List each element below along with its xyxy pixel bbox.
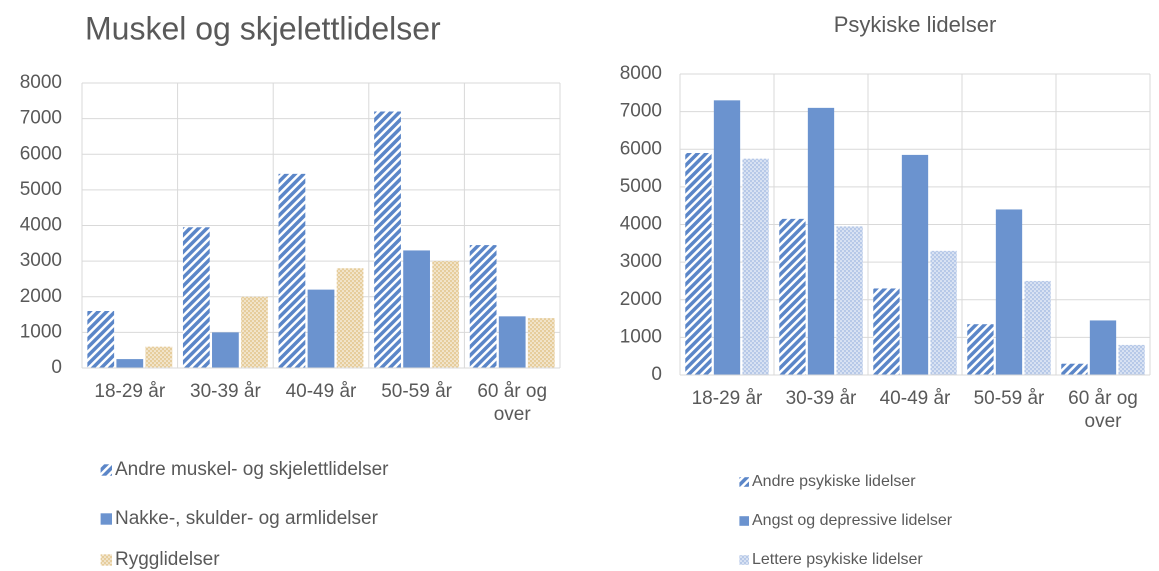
y-tick-label: 5000 bbox=[620, 176, 662, 197]
y-tick-label: 6000 bbox=[620, 138, 662, 159]
y-tick-label: 3000 bbox=[620, 251, 662, 272]
y-tick-label: 2000 bbox=[620, 289, 662, 310]
legend-label: Nakke-, skulder- og armlidelser bbox=[115, 508, 379, 529]
legend-swatch bbox=[100, 464, 112, 476]
chart-title: Muskel og skjelettlidelser bbox=[85, 10, 441, 46]
bar bbox=[278, 173, 306, 368]
x-tick-label: 50-59 år bbox=[973, 388, 1045, 409]
bar bbox=[685, 153, 712, 375]
x-tick-label: 60 år og over bbox=[1068, 388, 1138, 432]
bar bbox=[145, 346, 173, 368]
bar bbox=[1061, 363, 1088, 375]
x-tick-label: 40-49 år bbox=[879, 388, 951, 409]
bar bbox=[87, 311, 115, 368]
bar bbox=[995, 209, 1023, 375]
x-tick-label: 30-39 år bbox=[190, 381, 261, 402]
legend-label: Andre muskel- og skjelettlidelser bbox=[115, 459, 389, 480]
bar bbox=[1118, 344, 1145, 375]
x-tick-label: 40-49 år bbox=[285, 381, 357, 402]
bar bbox=[212, 332, 239, 368]
bar bbox=[1024, 280, 1051, 375]
y-tick-label: 8000 bbox=[20, 72, 62, 93]
bar bbox=[182, 227, 210, 368]
bar bbox=[967, 324, 994, 375]
y-tick-label: 0 bbox=[51, 357, 62, 378]
y-tick-label: 5000 bbox=[20, 179, 62, 200]
bar bbox=[1089, 320, 1117, 375]
y-tick-label: 7000 bbox=[20, 108, 62, 129]
y-tick-label: 4000 bbox=[20, 215, 62, 236]
x-tick-label: 30-39 år bbox=[785, 388, 857, 409]
x-tick-label: 18-29 år bbox=[691, 388, 763, 409]
bar bbox=[779, 218, 806, 375]
bar bbox=[498, 316, 526, 368]
y-tick-label: 3000 bbox=[20, 250, 62, 271]
legend-label: Rygglidelser bbox=[115, 549, 220, 570]
x-tick-label: 18-29 år bbox=[94, 381, 166, 402]
legend-label: Lettere psykiske lidelser bbox=[752, 551, 923, 568]
bar bbox=[901, 154, 929, 375]
bar bbox=[403, 250, 430, 368]
x-tick-label: 60 år og over bbox=[477, 381, 548, 425]
y-tick-label: 7000 bbox=[620, 101, 662, 122]
legend-swatch bbox=[739, 516, 749, 526]
bar bbox=[836, 226, 863, 375]
legend-label: Andre psykiske lidelser bbox=[752, 473, 916, 490]
bar bbox=[432, 261, 460, 368]
bar bbox=[374, 111, 401, 368]
legend-swatch bbox=[739, 477, 749, 487]
bar bbox=[116, 359, 144, 368]
y-tick-label: 2000 bbox=[20, 286, 62, 307]
y-tick-label: 1000 bbox=[620, 326, 662, 347]
y-tick-label: 8000 bbox=[620, 63, 662, 84]
legend-swatch bbox=[100, 513, 112, 525]
bar bbox=[307, 289, 335, 368]
y-tick-label: 0 bbox=[651, 364, 662, 385]
legend-swatch bbox=[739, 555, 749, 565]
bar bbox=[742, 158, 769, 375]
legend-label: Angst og depressive lidelser bbox=[752, 512, 953, 529]
chart-title: Psykiske lidelser bbox=[834, 12, 997, 37]
bar bbox=[469, 245, 497, 368]
bar bbox=[873, 288, 900, 375]
bar bbox=[527, 318, 555, 368]
legend-swatch bbox=[100, 554, 112, 566]
y-tick-label: 4000 bbox=[620, 214, 662, 235]
x-tick-label: 50-59 år bbox=[381, 381, 452, 402]
y-tick-label: 6000 bbox=[20, 143, 62, 164]
y-tick-label: 1000 bbox=[20, 321, 62, 342]
bar bbox=[336, 268, 364, 368]
bar bbox=[241, 296, 268, 368]
bar bbox=[807, 107, 835, 376]
bar bbox=[930, 250, 957, 375]
bar bbox=[713, 100, 741, 376]
